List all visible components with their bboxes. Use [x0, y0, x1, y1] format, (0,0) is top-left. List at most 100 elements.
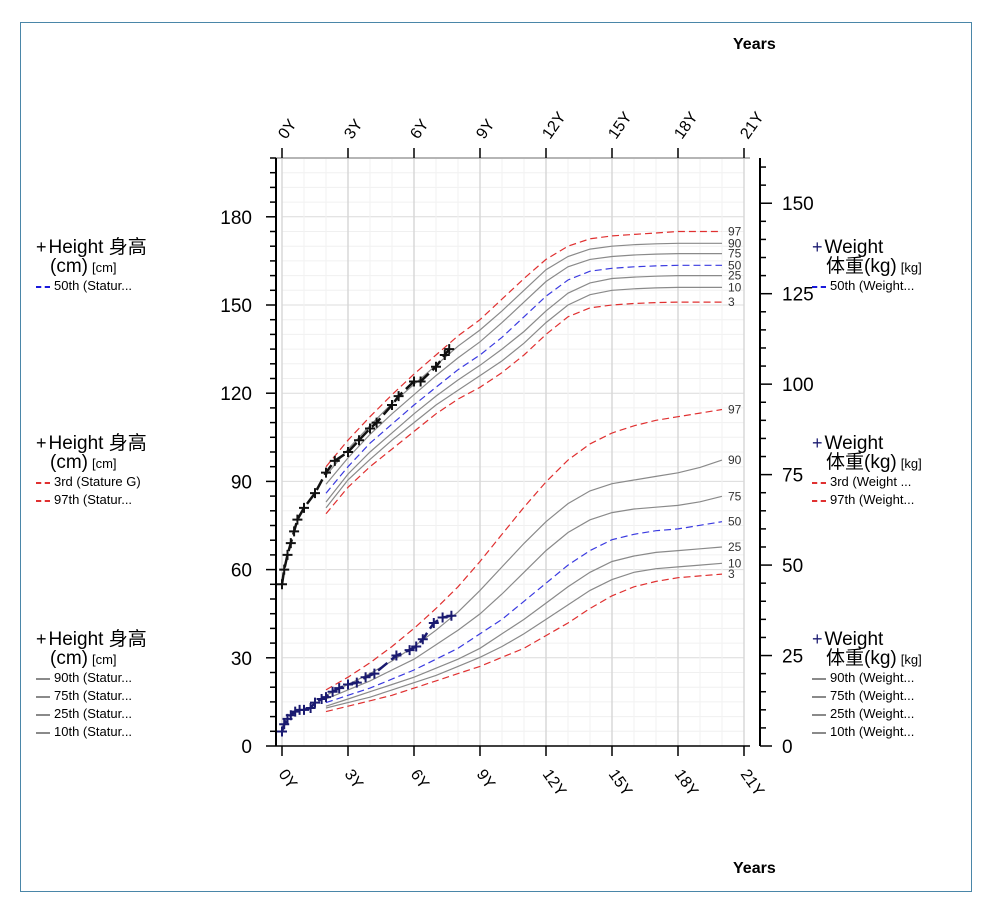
height-percentile-line-25: [325, 275, 722, 503]
y-right-tick-label: 125: [782, 285, 814, 306]
plus-marker-icon: +: [812, 237, 823, 257]
legend-unit: [cm]: [91, 652, 117, 667]
weight-measurement-point: [305, 703, 316, 714]
legend-unit: [kg]: [900, 456, 922, 471]
weight-measurement-point: [299, 704, 309, 715]
y-right-tick-label: 50: [782, 556, 803, 577]
weight-measurement-point: [327, 686, 338, 697]
height-measurement-point: [393, 391, 404, 402]
weight-percentile-label: 25: [728, 540, 742, 554]
y-left-tick-label: 150: [220, 296, 252, 317]
legend-title: Height 身高: [48, 629, 147, 650]
legend-title-unit: 体重(kg): [826, 452, 897, 473]
legend-entry: 25th (Statur...: [54, 706, 133, 721]
legend-title-unit: 体重(kg): [826, 648, 897, 669]
weight-percentile-label: 10: [728, 556, 742, 570]
legend-height-grey: + Height 身高 (cm) [cm] 90th (Statur... 75th…: [36, 630, 147, 741]
legend-unit: [kg]: [900, 260, 922, 275]
height-measurement-point: [439, 349, 450, 360]
height-measurement-point: [299, 502, 309, 513]
height-measurement-point: [371, 417, 382, 428]
weight-percentile-label: 97: [728, 402, 742, 416]
height-measurement-point: [292, 514, 303, 525]
x-bottom-tick-label: 15Y: [605, 767, 635, 800]
plus-marker-icon: +: [812, 433, 823, 453]
height-measurement-point: [279, 564, 290, 575]
legend-entry: 97th (Weight...: [830, 492, 915, 507]
grey-swatch-icon: [36, 731, 50, 734]
x-top-tick-label: 12Y: [539, 109, 569, 142]
grey-swatch-icon: [36, 677, 50, 680]
legend-weight-3rd-97th: + Weight 体重(kg) [kg] 3rd (Weight ... 97th …: [812, 434, 922, 509]
x-bottom-tick-label: 6Y: [407, 767, 432, 793]
weight-measurement-point: [343, 679, 353, 690]
y-left-tick-label: 120: [220, 384, 252, 405]
legend-entry: 3rd (Weight ...: [830, 474, 912, 489]
weight-percentile-label: 50: [728, 515, 742, 529]
legend-title: Height 身高: [48, 237, 147, 258]
height-measurement-point: [321, 467, 331, 478]
weight-measurement-line: [280, 614, 452, 732]
height-measurement-point: [310, 488, 320, 499]
height-percentile-label: 10: [728, 280, 742, 294]
plus-marker-icon: +: [36, 629, 47, 649]
x-top-tick-label: 15Y: [605, 109, 635, 142]
weight-measurement-point: [411, 641, 422, 652]
weight-measurement-point: [417, 634, 428, 645]
height-measurement-point: [329, 455, 340, 466]
height-percentile-line-10: [325, 286, 722, 509]
y-left-tick-label: 60: [231, 561, 252, 582]
height-measurement-point: [343, 447, 353, 457]
plus-marker-icon: +: [36, 433, 47, 453]
legend-entry: 3rd (Stature G): [54, 474, 141, 489]
y-right-tick-label: 25: [782, 647, 803, 668]
height-percentile-line-75: [325, 253, 722, 485]
height-percentile-line-50: [325, 264, 722, 494]
height-measurement-point: [282, 549, 293, 560]
weight-measurement-point: [369, 668, 380, 679]
axis-title-bottom: Years: [733, 860, 776, 877]
red-dashed-swatch-icon: [812, 499, 826, 502]
y-right-tick-label: 100: [782, 375, 814, 396]
height-percentile-line-3: [325, 301, 722, 515]
y-right-tick-label: 0: [782, 737, 793, 758]
weight-measurement-point: [437, 612, 448, 623]
y-right-tick-label: 75: [782, 466, 803, 487]
height-measurement-point: [431, 361, 441, 372]
grey-swatch-icon: [36, 695, 50, 698]
legend-title-unit: (cm): [50, 452, 88, 473]
grey-swatch-icon: [812, 731, 826, 734]
red-dashed-swatch-icon: [812, 481, 826, 484]
grey-swatch-icon: [812, 677, 826, 680]
height-measurement-point: [289, 526, 300, 537]
blue-dashed-swatch-icon: [812, 285, 826, 288]
y-left-tick-label: 90: [231, 472, 252, 493]
y-left-tick-label: 30: [231, 649, 252, 670]
height-measurement-point: [387, 399, 397, 410]
legend-title: Weight: [824, 629, 884, 650]
legend-title: Weight: [824, 433, 884, 454]
weight-measurement-point: [277, 726, 287, 737]
weight-measurement-point: [391, 650, 402, 661]
axis-title-top: Years: [733, 36, 776, 53]
x-bottom-tick-label: 0Y: [275, 767, 300, 793]
height-percentile-label: 75: [728, 247, 742, 261]
height-percentile-label: 97: [728, 225, 742, 239]
weight-measurement-point: [428, 617, 439, 628]
height-measurement-point: [415, 376, 426, 387]
weight-measurement-point: [360, 672, 371, 683]
blue-dashed-swatch-icon: [36, 285, 50, 288]
legend-unit: [kg]: [900, 652, 922, 667]
legend-entry: 25th (Weight...: [830, 706, 915, 721]
legend-entry: 90th (Statur...: [54, 670, 133, 685]
weight-measurement-point: [334, 683, 345, 694]
x-top-tick-label: 9Y: [473, 116, 498, 142]
legend-entry: 10th (Weight...: [830, 724, 915, 739]
red-dashed-swatch-icon: [36, 499, 50, 502]
weight-measurement-point: [290, 706, 301, 717]
height-measurement-point: [354, 435, 364, 446]
weight-percentile-line-3: [325, 573, 723, 713]
legend-title-unit: 体重(kg): [826, 256, 897, 277]
legend-entry: 75th (Weight...: [830, 688, 915, 703]
